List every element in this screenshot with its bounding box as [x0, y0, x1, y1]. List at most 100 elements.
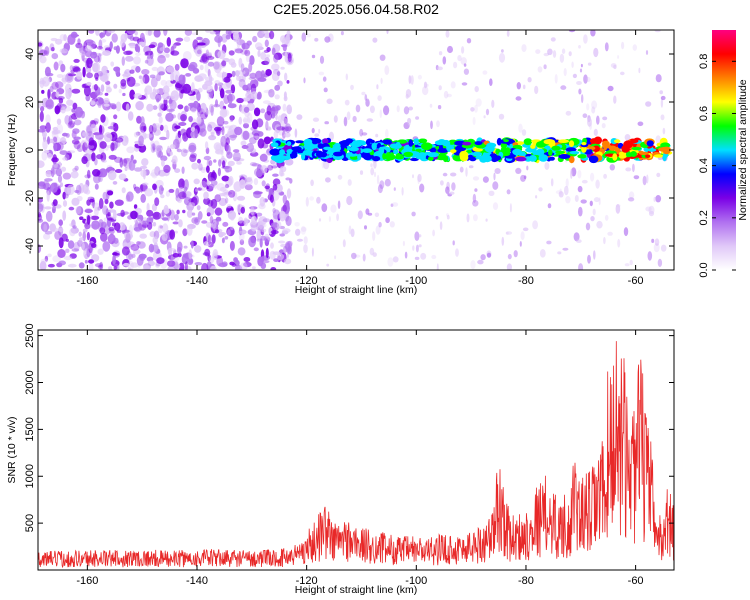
heatmap-cell [520, 231, 525, 241]
heatmap-cell [75, 184, 82, 195]
heatmap-cell [563, 68, 567, 77]
heatmap-cell [557, 251, 562, 255]
heatmap-cell [165, 190, 171, 197]
heatmap-cell [389, 221, 395, 228]
heatmap-cell [191, 82, 195, 92]
heatmap-cell [147, 30, 152, 36]
heatmap-cell [393, 149, 399, 155]
heatmap-cell [506, 30, 510, 37]
x-tick-label: -140 [186, 275, 208, 287]
heatmap-cell [262, 100, 271, 105]
heatmap-cell [415, 244, 419, 253]
heatmap-cell [253, 247, 259, 252]
heatmap-cell [480, 254, 486, 261]
heatmap-cell [182, 132, 189, 142]
heatmap-cell [507, 253, 512, 260]
heatmap-cell [176, 209, 180, 215]
heatmap-cell [474, 86, 479, 93]
heatmap-cell [372, 231, 376, 242]
heatmap-cell [419, 183, 425, 193]
heatmap-cell [310, 179, 314, 187]
heatmap-cell [178, 74, 185, 85]
heatmap-cell [336, 213, 339, 222]
heatmap-cell [132, 36, 140, 42]
heatmap-cell [436, 66, 443, 71]
heatmap-cell [455, 248, 459, 257]
heatmap-cell [46, 104, 54, 109]
heatmap-cell [260, 165, 268, 174]
heatmap-cell [127, 267, 132, 270]
y-tick-label: 1500 [24, 417, 36, 441]
heatmap-cell [587, 62, 592, 66]
heatmap-cell [364, 225, 367, 230]
heatmap-cell [259, 238, 263, 248]
heatmap-cell [632, 44, 637, 51]
heatmap-cell [115, 45, 120, 54]
heatmap-cell [143, 125, 147, 132]
heatmap-cell [303, 138, 313, 147]
heatmap-cell [482, 155, 492, 163]
heatmap-cell [316, 196, 321, 204]
heatmap-cell [60, 106, 66, 114]
heatmap-cell [391, 143, 402, 150]
heatmap-cell [135, 101, 144, 111]
heatmap-cell [155, 263, 160, 268]
heatmap-cell [38, 197, 43, 203]
heatmap-cell [580, 199, 587, 204]
heatmap-cell [95, 132, 104, 140]
heatmap-cell [140, 116, 145, 126]
heatmap-cell [254, 42, 263, 50]
heatmap-cell [161, 159, 165, 167]
heatmap-cell [179, 90, 184, 99]
heatmap-cell [97, 248, 104, 255]
heatmap-cell [188, 202, 196, 208]
heatmap-cell [558, 191, 564, 198]
heatmap-cell [219, 100, 225, 110]
heatmap-cell [613, 64, 617, 70]
heatmap-cell [637, 121, 644, 127]
heatmap-cell [127, 111, 134, 121]
heatmap-cell [633, 175, 640, 180]
heatmap-cell [539, 249, 546, 258]
heatmap-cell [210, 131, 215, 136]
heatmap-cell [522, 84, 526, 90]
heatmap-cell [81, 242, 85, 250]
heatmap-cell [523, 138, 533, 146]
heatmap-cell [482, 70, 488, 75]
heatmap-cell [384, 65, 390, 76]
heatmap-cell [189, 95, 196, 101]
heatmap-cell [95, 30, 100, 36]
colorbar-label: Normalized spectral amplitude [737, 79, 749, 220]
y-tick-label: 0 [24, 147, 36, 153]
heatmap-cell [217, 50, 226, 60]
heatmap-cell [243, 217, 249, 227]
heatmap-cell [459, 151, 469, 159]
heatmap-cell [152, 236, 158, 244]
heatmap-cell [659, 90, 663, 95]
spectrogram-x-axis-label: Height of straight line (km) [295, 284, 418, 296]
heatmap-cell [97, 91, 103, 96]
x-tick-label: -140 [186, 575, 208, 587]
heatmap-cell [437, 105, 442, 110]
heatmap-cell [174, 214, 179, 221]
heatmap-cell [178, 219, 183, 228]
heatmap-cell [470, 107, 475, 112]
heatmap-cell [112, 181, 118, 185]
heatmap-cell [135, 52, 141, 57]
heatmap-cell [133, 227, 141, 232]
heatmap-cell [468, 165, 474, 169]
heatmap-cell [276, 221, 282, 229]
heatmap-cell [82, 228, 88, 233]
heatmap-cell [236, 161, 242, 165]
heatmap-cell [243, 106, 250, 113]
heatmap-cell [185, 73, 192, 77]
heatmap-cell [440, 180, 444, 186]
heatmap-cell [239, 262, 248, 270]
heatmap-cell [249, 137, 257, 145]
heatmap-cell [174, 261, 179, 270]
heatmap-cell [276, 253, 285, 261]
heatmap-cell [450, 81, 456, 89]
heatmap-cell [403, 151, 414, 157]
heatmap-cell [337, 174, 343, 180]
heatmap-cell [656, 172, 661, 178]
